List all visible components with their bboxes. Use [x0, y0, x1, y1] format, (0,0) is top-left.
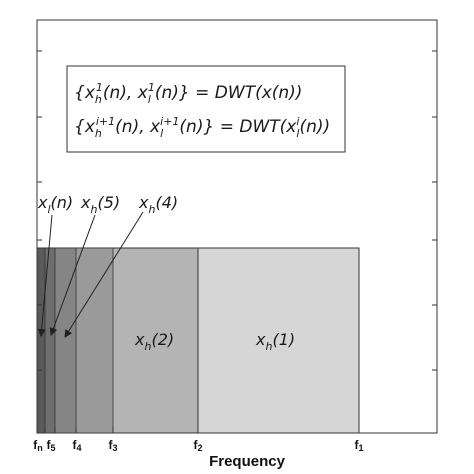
band-label-xh2: xh(2): [134, 330, 174, 353]
callout-label-xl: xl(n): [37, 193, 73, 216]
callout-label-xh4: xh(4): [138, 193, 178, 216]
x-ticks: [36, 427, 438, 433]
frequency-bands: [36, 247, 360, 434]
tick-label-f1: f1: [354, 438, 363, 453]
tick-label-fn: fn: [33, 438, 43, 453]
x-axis-title: Frequency: [209, 453, 286, 470]
callout-arrows: [37, 211, 144, 338]
callout-label-xh5: xh(5): [80, 193, 120, 216]
arrow-xl: [37, 214, 53, 337]
band-xl: [36, 247, 46, 434]
equation-2: {xhi+1(n), xli+1(n)} = DWT(xli(n)): [74, 115, 330, 140]
band-label-xh1: xh(1): [255, 330, 295, 353]
equation-box: [66, 65, 346, 153]
tick-label-f3: f3: [108, 438, 117, 453]
y-ticks: [37, 50, 437, 371]
tick-label-f5: f5: [46, 438, 55, 453]
equation-1: {xh1(n), xl1(n)} = DWT(x(n)): [74, 81, 302, 106]
arrow-xh5: [49, 214, 96, 336]
tick-label-f4: f4: [72, 438, 81, 453]
arrow-xh4: [64, 211, 144, 338]
tick-label-f2: f2: [193, 438, 202, 453]
